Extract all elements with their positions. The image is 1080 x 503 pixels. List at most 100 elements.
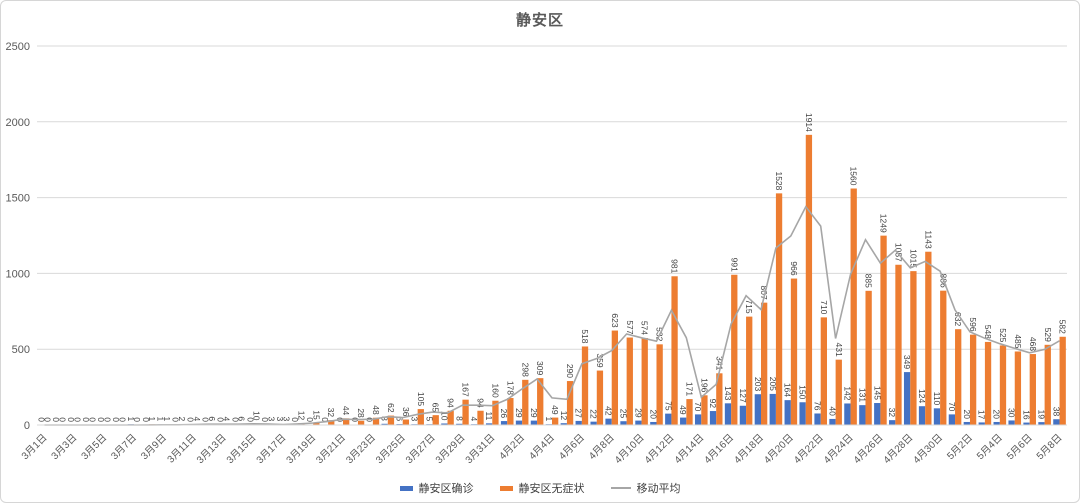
data-label: 0	[171, 417, 181, 422]
bar-asymptomatic	[402, 419, 410, 425]
data-label: 1249	[879, 214, 889, 233]
data-label: 1015	[908, 249, 918, 268]
data-label: 12	[559, 411, 569, 421]
y-tick-label: 0	[24, 420, 30, 432]
data-label: 44	[341, 406, 351, 416]
bar-confirmed	[844, 403, 851, 425]
data-label: 94	[476, 398, 486, 408]
data-label: 49	[678, 405, 688, 415]
data-label: 341	[714, 356, 724, 370]
bar-confirmed	[993, 421, 1000, 425]
data-label: 49	[550, 405, 560, 415]
data-label: 885	[864, 274, 874, 288]
x-tick-label: 5月4日	[974, 432, 1004, 462]
bar-confirmed	[903, 372, 911, 425]
bar-confirmed	[889, 420, 896, 425]
data-label: 0	[215, 417, 225, 422]
data-label: 28	[356, 408, 366, 418]
x-tick-label: 3月27日	[403, 432, 437, 466]
data-label: 42	[604, 406, 614, 416]
data-label: 0	[111, 417, 121, 422]
bar-confirmed	[874, 403, 881, 425]
x-tick-label: 3月25日	[373, 432, 407, 466]
moving-average-line	[44, 205, 1060, 426]
bar-asymptomatic	[552, 417, 559, 425]
data-label: 518	[580, 329, 590, 343]
data-label: 36	[401, 407, 411, 417]
data-label: 48	[371, 405, 381, 415]
x-tick-label: 4月2日	[497, 432, 527, 462]
bar-asymptomatic	[746, 316, 753, 425]
x-tick-label: 3月23日	[344, 432, 378, 466]
data-label: 468	[1028, 337, 1038, 351]
x-tick-label: 3月7日	[109, 432, 139, 462]
bar-confirmed	[963, 421, 970, 425]
data-label: 1057	[894, 243, 904, 262]
data-label: 105	[416, 392, 426, 406]
x-tick-label: 3月21日	[314, 432, 348, 466]
x-tick-label: 4月24日	[821, 432, 855, 466]
x-tick-label: 4月30日	[911, 432, 945, 466]
bar-asymptomatic	[880, 235, 887, 425]
x-tick-label: 3月1日	[19, 432, 49, 462]
data-label: 2	[177, 416, 187, 421]
data-label: 76	[813, 401, 823, 411]
bar-asymptomatic	[343, 418, 350, 425]
bar-confirmed	[665, 413, 672, 425]
data-label: 65	[431, 403, 441, 413]
x-tick-label: 3月3日	[49, 432, 79, 462]
data-label: 4	[222, 416, 232, 421]
data-label: 5	[424, 416, 434, 421]
data-label: 16	[1022, 410, 1032, 420]
bar-asymptomatic	[984, 341, 992, 425]
data-label: 29	[633, 408, 643, 418]
data-label: 4	[192, 416, 202, 421]
data-label: 167	[461, 383, 471, 397]
data-label: 1528	[774, 171, 784, 190]
bar-confirmed	[694, 414, 702, 425]
data-label: 0	[141, 417, 151, 422]
bar-confirmed	[709, 411, 717, 425]
bar-asymptomatic	[820, 317, 827, 425]
bar-asymptomatic	[1014, 351, 1022, 425]
x-tick-label: 5月8日	[1034, 432, 1064, 462]
data-label: 143	[723, 386, 733, 400]
data-label: 0	[81, 417, 91, 422]
bar-asymptomatic	[432, 415, 439, 425]
bar-confirmed	[784, 400, 791, 425]
data-label: 0	[73, 417, 83, 422]
x-tick-label: 3月5日	[79, 432, 109, 462]
bar-asymptomatic	[895, 264, 902, 425]
data-label: 298	[520, 363, 530, 377]
data-label: 0	[260, 417, 270, 422]
bar-confirmed	[441, 423, 448, 425]
x-tick-label: 4月10日	[612, 432, 646, 466]
data-label: 0	[186, 417, 196, 422]
bar-asymptomatic	[507, 398, 514, 425]
data-label: 0	[132, 417, 142, 422]
data-label: 178	[505, 381, 515, 395]
x-tick-label: 5月2日	[945, 432, 975, 462]
bar-confirmed	[635, 420, 642, 425]
bar-asymptomatic	[969, 334, 977, 425]
y-tick-label: 1500	[6, 193, 30, 205]
bar-asymptomatic	[387, 415, 395, 425]
legend-item-asymptomatic[interactable]: 静安区无症状	[499, 480, 585, 496]
data-label: 1	[126, 416, 136, 421]
data-label: 0	[66, 417, 76, 422]
x-tick-label: 5月6日	[1004, 432, 1034, 462]
data-label: 623	[610, 313, 620, 327]
legend-item-moving-average[interactable]: 移动平均	[610, 480, 681, 496]
bar-asymptomatic	[477, 410, 484, 425]
x-tick-label: 3月11日	[165, 432, 199, 466]
data-label: 596	[968, 317, 978, 331]
data-label: 582	[1058, 320, 1068, 334]
legend-item-confirmed[interactable]: 静安区确诊	[399, 480, 474, 496]
y-tick-label: 500	[12, 344, 30, 356]
bar-asymptomatic	[641, 337, 648, 425]
data-label: 70	[947, 402, 957, 412]
data-label: 0	[320, 417, 330, 422]
data-label: 0	[117, 417, 127, 422]
x-tick-label: 4月18日	[732, 432, 766, 466]
